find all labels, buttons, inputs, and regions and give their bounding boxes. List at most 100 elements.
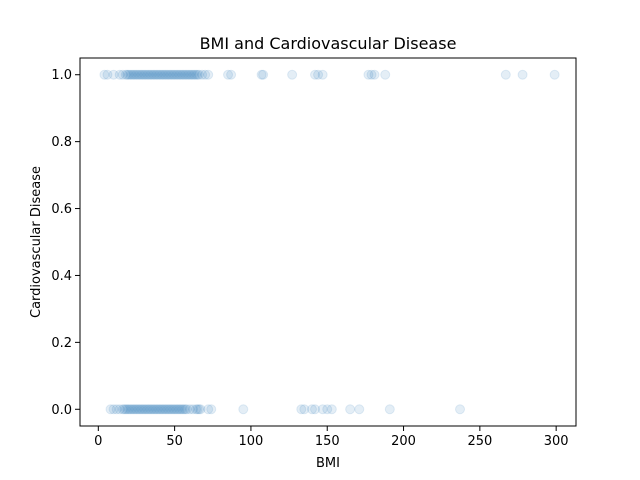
data-point <box>178 69 189 80</box>
data-point <box>143 69 154 80</box>
x-axis-label: BMI <box>316 456 340 471</box>
data-point <box>132 404 143 415</box>
data-point <box>114 69 125 80</box>
data-point <box>194 404 205 415</box>
data-point <box>140 404 151 415</box>
data-point <box>287 69 298 80</box>
data-point <box>131 404 142 415</box>
data-point <box>310 404 321 415</box>
data-point <box>146 69 157 80</box>
data-point <box>190 69 201 80</box>
data-point <box>306 404 317 415</box>
data-point <box>299 404 310 415</box>
data-point <box>168 404 179 415</box>
data-point <box>169 404 180 415</box>
data-point <box>117 69 128 80</box>
data-point <box>161 404 172 415</box>
data-point <box>345 404 356 415</box>
data-point <box>126 69 137 80</box>
data-point <box>146 404 157 415</box>
data-point <box>136 404 147 415</box>
data-point <box>183 69 194 80</box>
data-point <box>114 404 125 415</box>
data-point <box>142 404 153 415</box>
x-axis-ticks: 0 50 100 150 200 250 300 <box>94 426 569 449</box>
data-point <box>223 69 234 80</box>
data-point <box>366 69 377 80</box>
data-point <box>166 69 177 80</box>
data-point <box>125 404 136 415</box>
data-point <box>129 69 140 80</box>
y-axis-ticks: 0.0 0.2 0.4 0.6 0.8 1.0 <box>51 68 80 418</box>
data-point <box>549 69 560 80</box>
data-point <box>149 69 160 80</box>
data-point <box>455 404 466 415</box>
x-tick-label: 100 <box>239 434 264 449</box>
data-point <box>161 69 172 80</box>
data-point <box>145 69 156 80</box>
data-point <box>175 404 186 415</box>
data-point <box>194 69 205 80</box>
data-point <box>380 69 391 80</box>
data-point <box>238 404 249 415</box>
data-point <box>152 69 163 80</box>
data-point <box>122 404 133 415</box>
data-point <box>258 69 269 80</box>
y-axis-label: Cardiovascular Disease <box>29 166 44 318</box>
data-point <box>174 404 185 415</box>
data-point <box>157 404 168 415</box>
x-tick-label: 300 <box>544 434 569 449</box>
data-point <box>369 69 380 80</box>
points-layer <box>99 69 560 415</box>
data-point <box>203 69 214 80</box>
data-point <box>145 404 156 415</box>
data-point <box>149 404 160 415</box>
data-point <box>172 404 183 415</box>
data-point <box>160 69 171 80</box>
y-tick-label: 0.6 <box>51 202 72 217</box>
data-point <box>143 404 154 415</box>
x-tick-label: 150 <box>315 434 340 449</box>
data-point <box>155 69 166 80</box>
data-point <box>122 69 133 80</box>
data-point <box>154 404 165 415</box>
y-tick-label: 1.0 <box>51 68 72 83</box>
x-tick-label: 50 <box>166 434 183 449</box>
data-point <box>158 404 169 415</box>
data-point <box>105 404 116 415</box>
data-point <box>148 404 159 415</box>
data-point <box>142 69 153 80</box>
data-point <box>131 69 142 80</box>
data-point <box>158 69 169 80</box>
data-point <box>192 404 203 415</box>
data-point <box>317 69 328 80</box>
data-point <box>200 69 211 80</box>
data-point <box>169 69 180 80</box>
data-point <box>154 69 165 80</box>
data-point <box>384 404 395 415</box>
data-point <box>160 404 171 415</box>
plot-frame <box>79 57 577 427</box>
data-point <box>189 69 200 80</box>
data-point <box>168 69 179 80</box>
data-point <box>180 404 191 415</box>
data-point <box>171 69 182 80</box>
data-point <box>363 69 374 80</box>
data-point <box>172 69 183 80</box>
data-point <box>123 404 134 415</box>
data-point <box>151 404 162 415</box>
data-point <box>163 404 174 415</box>
data-point <box>171 404 182 415</box>
y-tick-label: 0.0 <box>51 403 72 418</box>
data-point <box>184 404 195 415</box>
data-point <box>137 69 148 80</box>
data-point <box>322 404 333 415</box>
x-tick-label: 0 <box>94 434 102 449</box>
data-point <box>517 69 528 80</box>
data-point <box>140 69 151 80</box>
data-point <box>195 404 206 415</box>
data-point <box>136 69 147 80</box>
data-point <box>148 69 159 80</box>
data-point <box>192 69 203 80</box>
